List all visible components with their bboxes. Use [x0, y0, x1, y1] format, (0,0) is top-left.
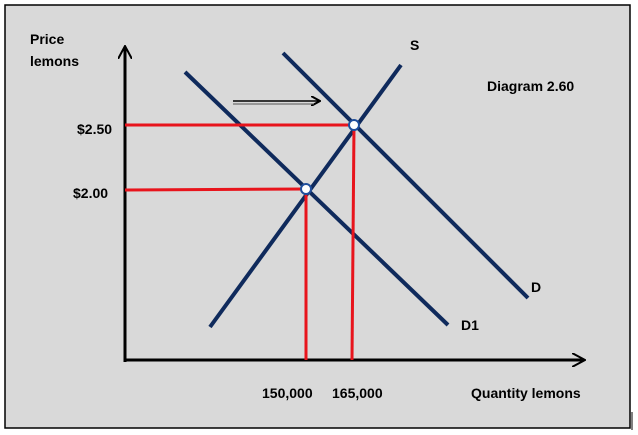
- demand-d1-curve: [183, 70, 450, 327]
- price-guide: [124, 187, 307, 192]
- equilibrium-point: [300, 183, 312, 195]
- y-axis-label: Price: [30, 31, 64, 47]
- price-label: $2.50: [77, 121, 112, 137]
- quantity-label: 165,000: [332, 385, 383, 401]
- diagram-title: Diagram 2.60: [487, 78, 574, 94]
- curve-label: D1: [461, 317, 479, 333]
- background: [4, 4, 631, 429]
- price-label: $2.00: [73, 185, 108, 201]
- curve-label: S: [410, 37, 419, 53]
- quantity-guide: [350, 124, 356, 361]
- demand-d-curve: [281, 51, 530, 300]
- curve-label: D: [531, 279, 541, 295]
- equilibrium-point: [348, 119, 360, 131]
- x-axis-label: Quantity lemons: [471, 385, 581, 401]
- y-axis-label: lemons: [30, 53, 79, 69]
- quantity-label: 150,000: [262, 385, 313, 401]
